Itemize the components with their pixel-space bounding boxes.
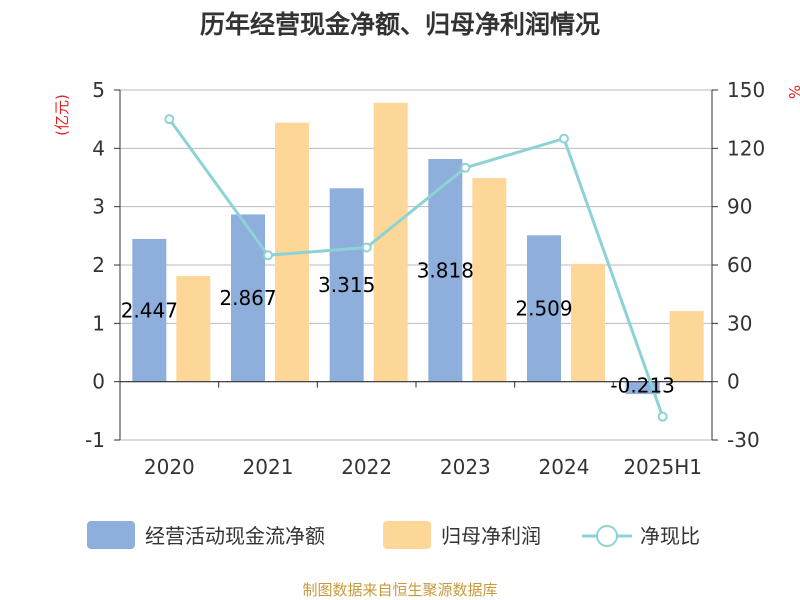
ratio-line bbox=[164, 114, 668, 422]
y-right-tick-label: 90 bbox=[727, 195, 752, 219]
x-tick-label: 2021 bbox=[243, 455, 294, 479]
y-right-unit: % bbox=[785, 85, 800, 99]
bar-net-profit bbox=[176, 276, 211, 382]
bars bbox=[132, 102, 704, 395]
legend-label-cash-flow: 经营活动现金流净额 bbox=[145, 524, 325, 548]
x-tick-label: 2022 bbox=[341, 455, 392, 479]
y-left-tick-label: 4 bbox=[92, 136, 105, 160]
bar-net-profit bbox=[472, 178, 507, 382]
y-left-tick-label: 1 bbox=[92, 311, 105, 335]
bar-cash-flow bbox=[132, 238, 167, 382]
bar-cash-flow bbox=[527, 235, 561, 382]
y-left-tick-label: 3 bbox=[92, 195, 105, 219]
legend-marker-ratio bbox=[596, 525, 618, 547]
ratio-point bbox=[559, 133, 569, 144]
bar-cash-flow bbox=[428, 158, 463, 382]
y-left-tick-label: 2 bbox=[92, 253, 105, 277]
ratio-point bbox=[361, 242, 372, 253]
y-left-unit: (亿元) bbox=[53, 94, 71, 136]
x-tick-label: 2024 bbox=[539, 455, 590, 479]
legend-swatch-cash-flow bbox=[87, 521, 135, 549]
bar-value-label: 2.447 bbox=[121, 298, 178, 322]
x-tick-label: 2023 bbox=[440, 455, 491, 479]
bar-value-label: 3.315 bbox=[318, 273, 375, 297]
bar-net-profit bbox=[373, 102, 408, 382]
x-tick-label: 2020 bbox=[144, 455, 195, 479]
legend-label-net-profit: 归母净利润 bbox=[441, 524, 541, 548]
ratio-point bbox=[263, 250, 273, 261]
ratio-line-path bbox=[168, 118, 665, 418]
y-left-tick-label: 5 bbox=[92, 78, 105, 102]
y-left-tick-label: -1 bbox=[85, 428, 105, 452]
ratio-point bbox=[657, 411, 668, 422]
y-left-ticks: 5 4 3 2 1 0 -1 bbox=[85, 78, 120, 452]
chart-title: 历年经营现金净额、归母净利润情况 bbox=[200, 10, 600, 39]
bar-net-profit bbox=[669, 311, 704, 382]
y-right-ticks: 150 120 90 60 30 0 -30 bbox=[712, 78, 765, 452]
legend-label-ratio: 净现比 bbox=[640, 524, 700, 548]
y-left-tick-label: 0 bbox=[92, 370, 105, 394]
bar-value-label: 3.818 bbox=[417, 258, 474, 282]
bar-value-label: 2.509 bbox=[515, 296, 572, 320]
y-right-tick-label: -30 bbox=[727, 428, 760, 452]
y-right-tick-label: 0 bbox=[727, 370, 740, 394]
y-right-tick-label: 30 bbox=[727, 311, 752, 335]
bar-net-profit bbox=[571, 263, 605, 382]
ratio-point bbox=[164, 114, 175, 125]
x-ticks: 2020 2021 2022 2023 2024 2025H1 bbox=[119, 381, 713, 479]
y-right-tick-label: 150 bbox=[727, 78, 765, 102]
y-right-tick-label: 120 bbox=[727, 136, 765, 160]
bar-value-label: -0.213 bbox=[610, 374, 674, 398]
data-labels: 2.447 2.867 3.315 3.818 2.509 -0.213 bbox=[121, 258, 675, 397]
legend: 经营活动现金流净额 归母净利润 净现比 bbox=[87, 521, 700, 549]
ratio-point bbox=[460, 162, 471, 173]
source-note: 制图数据来自恒生聚源数据库 bbox=[302, 581, 497, 599]
legend-swatch-net-profit bbox=[383, 521, 431, 549]
y-right-tick-label: 60 bbox=[727, 253, 752, 277]
x-tick-label: 2025H1 bbox=[623, 455, 702, 479]
bar-cash-flow bbox=[329, 188, 364, 382]
bar-value-label: 2.867 bbox=[219, 286, 276, 310]
